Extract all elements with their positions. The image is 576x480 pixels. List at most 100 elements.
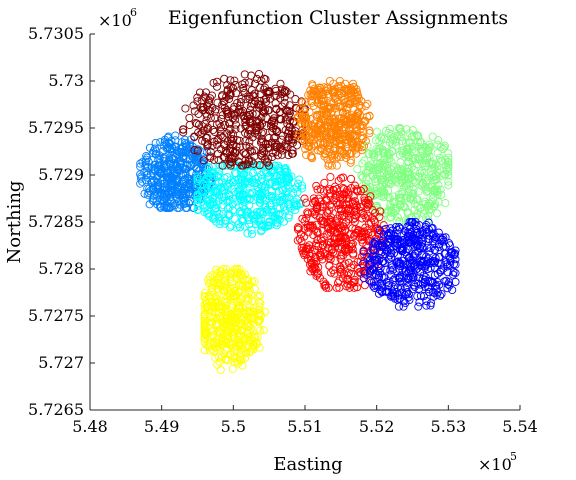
- data-point: [222, 265, 231, 274]
- data-point: [320, 281, 329, 290]
- data-point: [272, 143, 282, 152]
- data-point: [429, 292, 438, 301]
- data-point: [187, 161, 196, 170]
- data-point: [350, 275, 359, 284]
- data-point: [193, 180, 202, 189]
- data-point: [235, 143, 244, 152]
- data-point: [243, 209, 252, 218]
- data-point: [199, 126, 208, 135]
- data-point: [352, 149, 361, 158]
- data-point: [244, 275, 253, 284]
- data-point: [166, 139, 175, 148]
- data-point: [200, 346, 209, 355]
- data-point: [256, 220, 265, 229]
- data-point: [301, 133, 310, 142]
- data-point: [243, 229, 252, 238]
- data-point: [421, 282, 430, 292]
- data-point: [410, 220, 419, 229]
- data-point: [282, 193, 291, 202]
- data-point: [407, 213, 416, 222]
- data-point: [204, 163, 213, 172]
- data-point: [440, 277, 449, 286]
- data-point: [227, 277, 236, 287]
- data-point: [368, 265, 377, 274]
- data-point: [294, 224, 303, 233]
- data-point: [397, 136, 406, 145]
- data-point: [392, 132, 402, 141]
- data-point: [294, 129, 303, 138]
- data-point: [403, 193, 412, 202]
- data-point: [184, 150, 193, 159]
- data-point: [339, 149, 348, 158]
- data-point: [227, 110, 236, 119]
- data-point: [214, 279, 223, 288]
- data-point: [339, 234, 348, 243]
- data-point: [341, 204, 350, 213]
- data-point: [404, 273, 413, 283]
- data-point: [366, 267, 375, 276]
- data-point: [358, 143, 367, 152]
- data-point: [445, 281, 454, 290]
- y-tick-label: 5.7295: [28, 118, 84, 137]
- data-point: [379, 193, 388, 202]
- data-point: [272, 221, 281, 230]
- data-point: [403, 207, 412, 216]
- data-point: [310, 267, 319, 276]
- data-point: [269, 133, 279, 143]
- data-point: [433, 269, 442, 278]
- data-point: [239, 86, 248, 95]
- data-point: [236, 98, 245, 107]
- data-point: [360, 269, 369, 278]
- data-point: [368, 206, 377, 215]
- data-point: [344, 215, 353, 224]
- data-point: [238, 190, 247, 199]
- data-point: [261, 94, 270, 103]
- data-point: [416, 268, 425, 277]
- data-point: [371, 177, 380, 186]
- data-point: [240, 222, 249, 231]
- data-point: [318, 237, 327, 246]
- data-point: [292, 141, 302, 150]
- data-point: [165, 159, 174, 168]
- data-point: [379, 257, 388, 266]
- data-point: [421, 261, 430, 270]
- data-point: [206, 278, 215, 287]
- data-point: [216, 161, 225, 170]
- data-point: [211, 343, 220, 352]
- data-point: [254, 311, 263, 320]
- data-point: [269, 193, 278, 202]
- data-point: [433, 187, 442, 196]
- data-point: [348, 87, 357, 96]
- data-point: [336, 264, 345, 273]
- data-point: [401, 203, 410, 212]
- data-point: [136, 159, 145, 168]
- data-point: [394, 179, 403, 188]
- data-point: [406, 173, 415, 182]
- data-point: [359, 134, 368, 143]
- data-point: [243, 326, 252, 335]
- data-point: [349, 250, 358, 259]
- data-point: [320, 178, 329, 187]
- data-point: [285, 202, 294, 211]
- data-point: [293, 201, 302, 210]
- data-point: [226, 125, 235, 134]
- data-point: [439, 264, 448, 273]
- data-point: [377, 239, 386, 248]
- data-point: [212, 186, 221, 195]
- data-point: [198, 194, 207, 203]
- data-point: [234, 188, 243, 197]
- data-point: [239, 216, 248, 225]
- data-point: [319, 233, 328, 242]
- data-point: [361, 101, 370, 111]
- data-point: [271, 148, 280, 157]
- data-point: [356, 207, 365, 216]
- data-point: [184, 199, 193, 208]
- data-point: [341, 259, 350, 268]
- data-point: [222, 314, 231, 323]
- data-point: [293, 225, 303, 234]
- data-point: [330, 269, 339, 278]
- data-point: [193, 97, 202, 106]
- data-point: [252, 338, 261, 347]
- data-point: [284, 151, 293, 160]
- data-point: [398, 189, 407, 198]
